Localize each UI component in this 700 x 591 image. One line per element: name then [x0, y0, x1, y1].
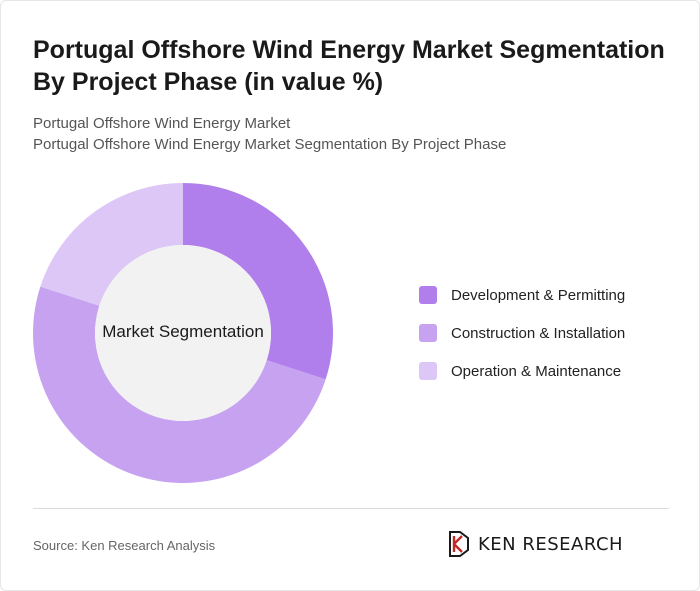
donut-slice-3	[40, 183, 183, 306]
donut-hole	[95, 245, 271, 421]
legend-swatch	[419, 324, 437, 342]
legend-label: Operation & Maintenance	[451, 362, 622, 380]
chart-subtitle-market: Portugal Offshore Wind Energy Market	[33, 115, 291, 132]
footer-divider	[33, 508, 669, 509]
donut-slice-1	[183, 183, 334, 380]
donut-center-label: Market Segmentation	[102, 322, 264, 341]
ken-research-logo-icon	[449, 531, 469, 557]
ken-research-logo-text: KEN RESEARCH	[478, 533, 624, 555]
ken-research-logo: KEN RESEARCH	[448, 531, 623, 557]
legend-swatch	[419, 362, 437, 380]
chart-legend: Development & Permitting Construction & I…	[419, 283, 625, 397]
legend-label: Construction & Installation	[451, 324, 626, 342]
legend-swatch	[419, 286, 437, 304]
chart-subtitle-segmentation: Portugal Offshore Wind Energy Market Seg…	[33, 136, 507, 153]
legend-item-2: Construction & Installation	[419, 321, 625, 345]
donut-slice-2	[32, 286, 326, 484]
donut-chart	[32, 183, 334, 484]
legend-label: Development & Permitting	[451, 286, 626, 304]
legend-item-1: Development & Permitting	[419, 283, 625, 307]
chart-title: Portugal Offshore Wind Energy Market Seg…	[33, 36, 665, 96]
source-note: Source: Ken Research Analysis	[33, 538, 216, 553]
legend-item-3: Operation & Maintenance	[419, 359, 625, 383]
